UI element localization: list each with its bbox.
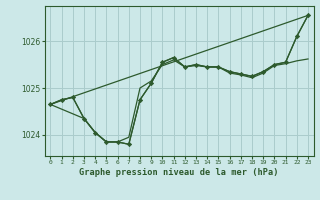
X-axis label: Graphe pression niveau de la mer (hPa): Graphe pression niveau de la mer (hPa)	[79, 168, 279, 177]
